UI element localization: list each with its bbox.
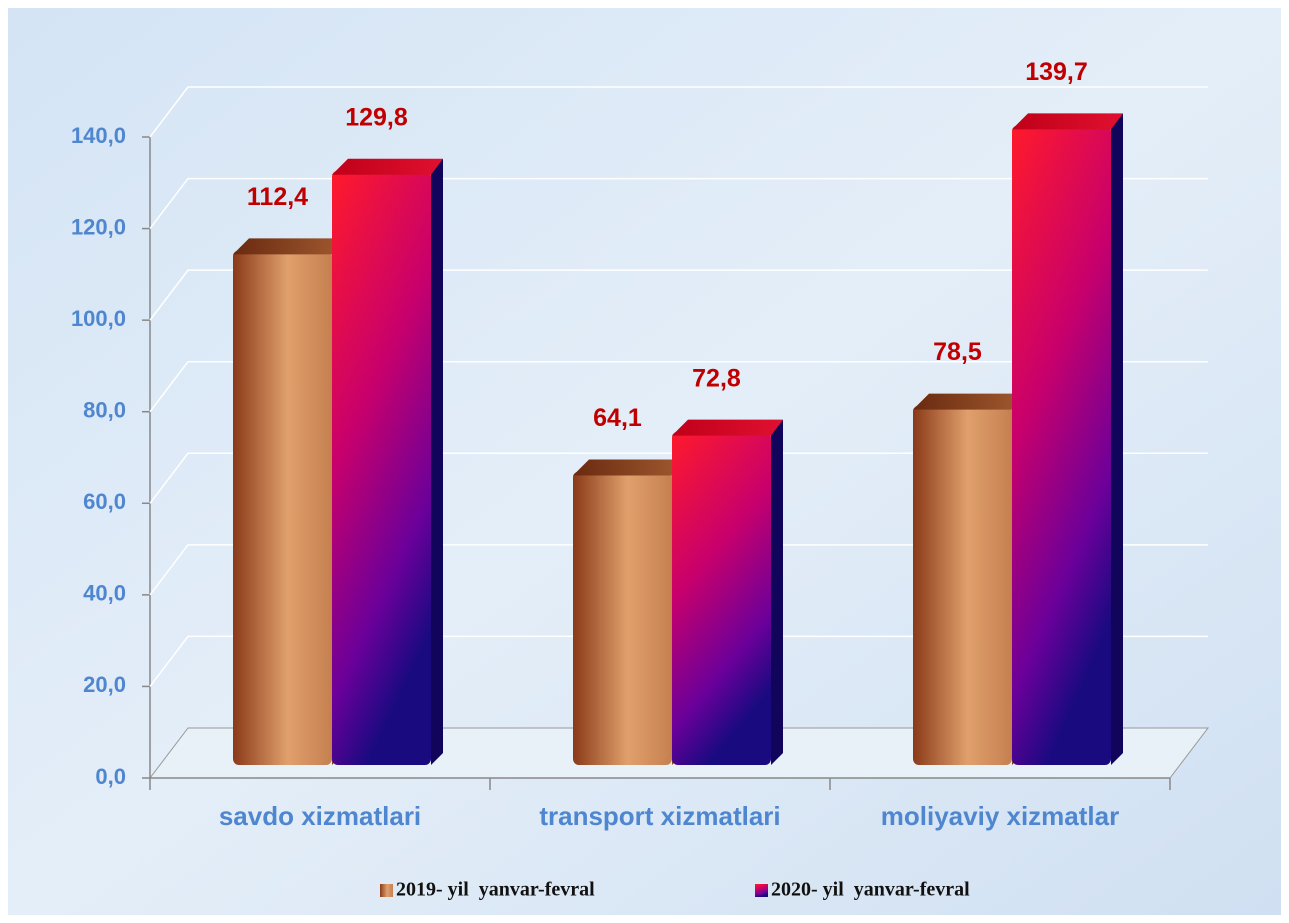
bar-side: [431, 158, 443, 766]
bar-side: [1111, 113, 1123, 765]
grid-line: [149, 544, 1208, 596]
value-label: 112,4: [247, 183, 308, 211]
value-label: 129,8: [345, 103, 408, 131]
grid-line: [149, 177, 1208, 230]
bar: [672, 431, 771, 765]
bar-top: [233, 238, 344, 255]
y-tick-label: 100,0: [71, 306, 126, 331]
x-tick-label: moliyaviy xizmatlar: [881, 801, 1119, 831]
value-label: 64,1: [593, 404, 642, 432]
bar: [1012, 125, 1111, 765]
grid-line: [149, 360, 1208, 413]
bar: [233, 250, 332, 765]
x-tick-label: savdo xizmatlari: [219, 801, 421, 831]
legend-swatch: [380, 884, 393, 897]
legend-swatch: [755, 884, 768, 897]
bar: [913, 405, 1012, 765]
bar: [573, 471, 672, 765]
value-label: 72,8: [692, 364, 741, 392]
legend-label: 2019- yil yanvar-fevral: [396, 879, 595, 901]
value-label: 139,7: [1025, 58, 1088, 86]
bar-top: [913, 393, 1024, 410]
y-tick-label: 40,0: [83, 581, 126, 606]
grid-line: [149, 635, 1208, 687]
x-ticks: [149, 778, 1171, 790]
y-tick-label: 60,0: [83, 489, 126, 514]
y-tick-label: 140,0: [71, 123, 126, 148]
bar-top: [332, 158, 443, 175]
y-tick-label: 0,0: [95, 764, 126, 789]
x-tick-label: transport xizmatlari: [539, 801, 780, 831]
grid-line: [149, 86, 1208, 138]
bar-side: [771, 419, 783, 765]
y-tick-label: 120,0: [71, 214, 126, 239]
grid-line: [149, 452, 1208, 504]
bar-top: [672, 419, 783, 436]
bar: [332, 170, 431, 766]
y-tick-label: 20,0: [83, 672, 126, 697]
bar-top: [573, 459, 684, 476]
y-tick-label: 80,0: [83, 398, 126, 423]
value-label: 78,5: [933, 338, 982, 366]
legend-label: 2020- yil yanvar-fevral: [771, 879, 970, 901]
bar-top: [1012, 113, 1123, 130]
grid-line: [149, 269, 1208, 321]
